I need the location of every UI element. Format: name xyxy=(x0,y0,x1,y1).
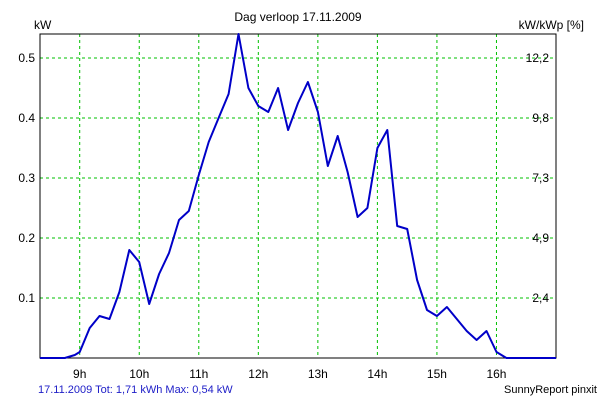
y-ticks-left: 0.1 0.2 0.3 0.4 0.5 xyxy=(18,51,35,305)
chart-title: Dag verloop 17.11.2009 xyxy=(234,10,362,24)
series xyxy=(40,33,556,359)
x-tick-label: 11h xyxy=(189,367,208,381)
y-axis-label-right: kW/kWp [%] xyxy=(519,18,584,32)
series-line-0 xyxy=(40,33,556,359)
x-tick-label: 9h xyxy=(73,367,86,381)
x-ticks: 9h 10h 11h 12h 13h 14h 15h 16h xyxy=(73,367,506,381)
y-tick-left-label: 0.1 xyxy=(18,291,35,305)
x-tick-label: 14h xyxy=(367,367,387,381)
footer-brand: SunnyReport pinxit xyxy=(504,384,597,396)
y-tick-right-label: 12,2 xyxy=(526,51,550,65)
y-tick-right-label: 2,4 xyxy=(532,291,549,305)
y-ticks-right: 2,4 4,9 7,3 9,8 12,2 xyxy=(526,51,550,305)
x-tick-label: 15h xyxy=(427,367,447,381)
plot-frame xyxy=(39,33,557,359)
footer-summary: 17.11.2009 Tot: 1,71 kWh Max: 0,54 kW xyxy=(38,384,233,396)
y-tick-left-label: 0.2 xyxy=(18,231,35,245)
x-tick-label: 16h xyxy=(486,367,506,381)
y-tick-left-label: 0.5 xyxy=(18,51,35,65)
y-tick-left-label: 0.4 xyxy=(18,111,35,125)
x-tick-label: 13h xyxy=(308,367,328,381)
grid xyxy=(40,34,556,358)
y-axis-label-left: kW xyxy=(34,18,52,32)
y-tick-right-label: 4,9 xyxy=(532,231,549,245)
y-tick-right-label: 7,3 xyxy=(532,171,549,185)
y-tick-right-label: 9,8 xyxy=(532,111,549,125)
x-tick-label: 10h xyxy=(129,367,149,381)
x-tick-label: 12h xyxy=(248,367,268,381)
y-tick-left-label: 0.3 xyxy=(18,171,35,185)
